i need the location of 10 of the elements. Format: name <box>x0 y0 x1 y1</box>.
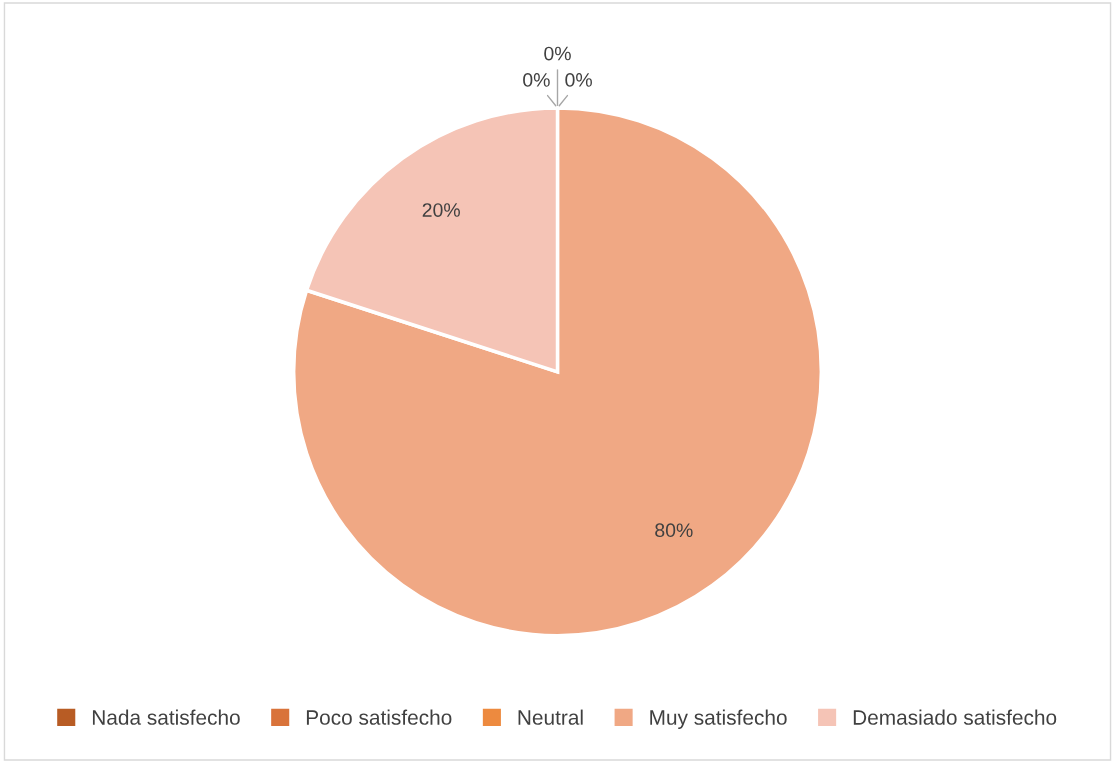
data-label: 80% <box>655 523 693 538</box>
legend-label: Demasiado satisfecho <box>853 709 1057 725</box>
text: 0% <box>565 73 592 87</box>
legend-label: Muy satisfecho <box>650 709 787 729</box>
data-label: 20% <box>422 203 460 217</box>
text: 0% <box>523 73 550 87</box>
legend-label: Neutral <box>518 709 583 725</box>
text: 0% <box>544 46 571 61</box>
legend-label: Nada satisfecho <box>92 709 240 725</box>
legend-label: Poco satisfecho <box>306 709 452 725</box>
